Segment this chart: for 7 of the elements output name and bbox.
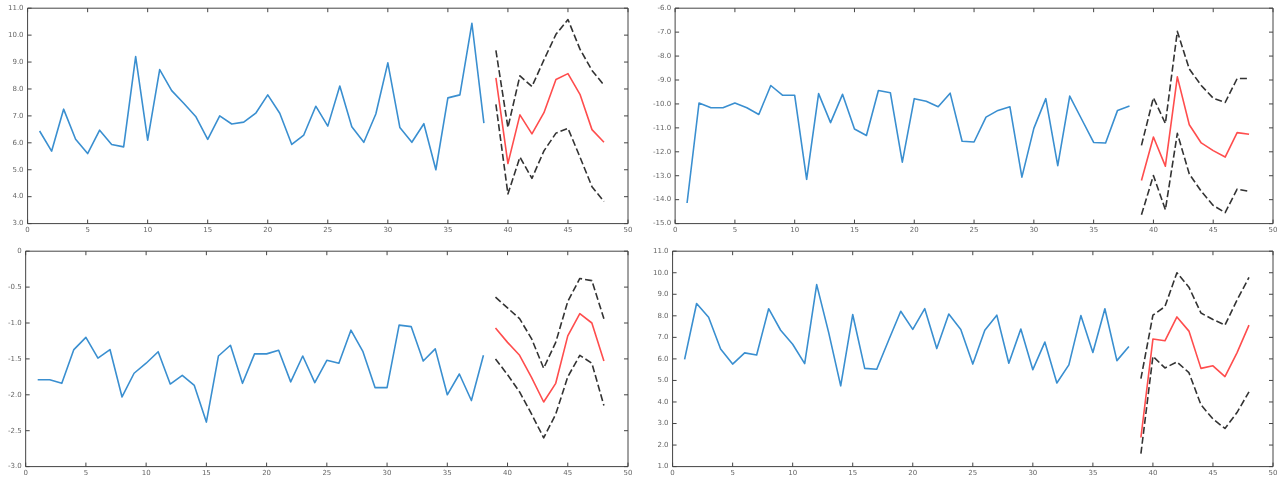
line-series: [494, 354, 605, 439]
line-series: [495, 18, 605, 129]
line-series: [1140, 355, 1250, 455]
line-series: [1140, 132, 1250, 216]
line-series: [1140, 271, 1250, 380]
line-series: [494, 277, 605, 370]
line-series: [1140, 30, 1250, 147]
